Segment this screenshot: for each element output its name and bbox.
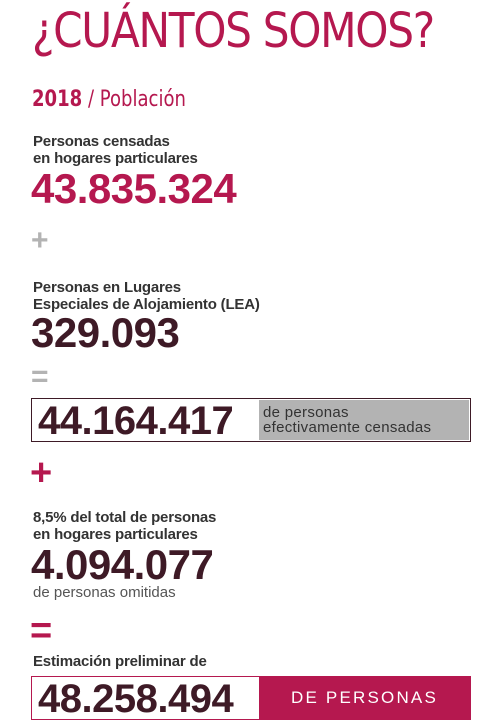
- estimacion-label: Estimación preliminar de: [33, 653, 207, 670]
- total-censadas-note: de personas efectivamente censadas: [259, 400, 469, 440]
- estimacion-box: 48.258.494 DE PERSONAS: [31, 676, 471, 720]
- equals-operator-2: =: [30, 610, 53, 652]
- censadas-hogares-value: 43.835.324: [31, 165, 237, 212]
- plus-operator-1: +: [31, 224, 49, 257]
- total-censadas-box: 44.164.417 de personas efectivamente cen…: [31, 398, 471, 442]
- equals-operator-1: =: [31, 360, 49, 393]
- estimacion-tag: DE PERSONAS: [259, 677, 470, 719]
- page-title: ¿CUÁNTOS SOMOS?: [32, 3, 435, 59]
- omitidas-note: de personas omitidas: [33, 584, 176, 601]
- page-subtitle: 2018 / Población: [32, 86, 186, 114]
- subtitle-text: / Población: [82, 87, 186, 112]
- lea-value: 329.093: [31, 309, 180, 356]
- omitidas-value: 4.094.077: [31, 541, 214, 588]
- total-censadas-value: 44.164.417: [38, 399, 234, 443]
- censadas-hogares-label: Personas censadas en hogares particulare…: [33, 133, 198, 167]
- plus-operator-2: +: [30, 452, 53, 494]
- estimacion-value: 48.258.494: [38, 677, 234, 721]
- omitidas-label: 8,5% del total de personas en hogares pa…: [33, 509, 217, 543]
- subtitle-year: 2018: [32, 87, 83, 112]
- lea-label: Personas en Lugares Especiales de Alojam…: [33, 279, 260, 313]
